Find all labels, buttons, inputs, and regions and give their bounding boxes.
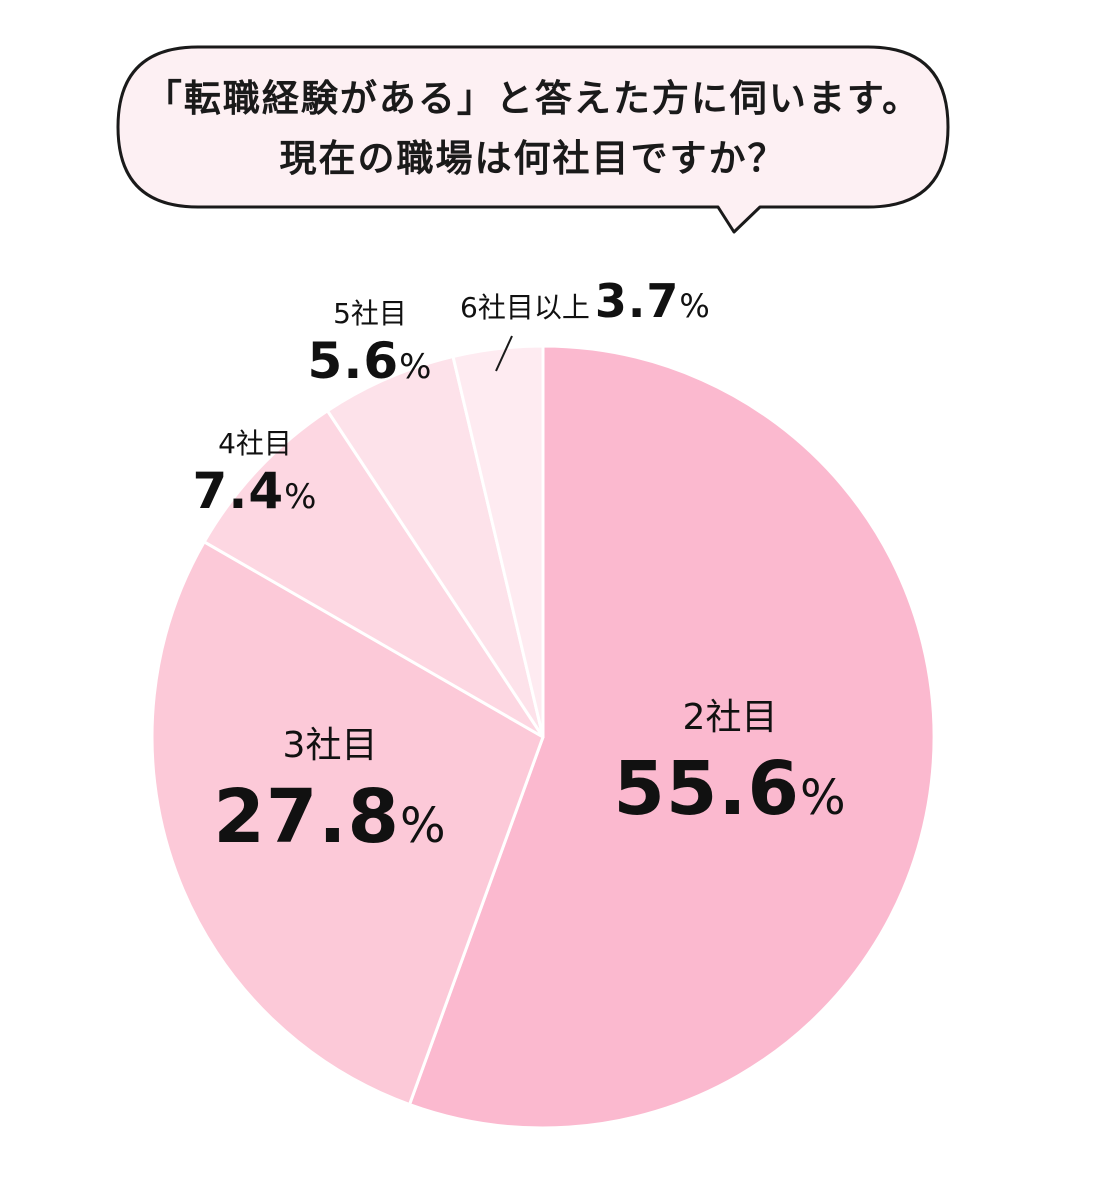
slice-number-6: 3.7: [594, 274, 680, 328]
slice-category-4: 4社目: [218, 427, 292, 460]
pie-slices: [150, 344, 936, 1130]
slice-label-4: 4社目 7.4%: [180, 427, 330, 517]
slice-category-6: 6社目以上: [460, 291, 590, 324]
slice-label-2: 2社目 55.6%: [610, 697, 850, 827]
slice-value-5: 5.6%: [290, 336, 450, 386]
slice-number-2: 55.6: [613, 746, 800, 832]
slice-number-4: 7.4: [192, 462, 285, 520]
slice-percent-3: %: [399, 798, 447, 854]
pie-slice-5: [326, 355, 545, 739]
slice-label-5: 5社目 5.6%: [290, 297, 450, 387]
question-bubble: [116, 45, 950, 234]
leader-line-6: [495, 335, 513, 372]
question-line-1: 「転職経験がある」と答えた方に伺います。: [144, 77, 922, 120]
slice-number-5: 5.6: [307, 332, 400, 390]
slice-label-6: 6社目以上 3.7%: [460, 278, 760, 324]
slice-percent-6: %: [679, 287, 711, 325]
slice-value-2: 55.6%: [610, 752, 850, 826]
pie-slice-3: [150, 540, 545, 1107]
slice-category-5: 5社目: [333, 297, 407, 330]
slice-category-2: 2社目: [682, 697, 778, 738]
question-bubble-shape: [116, 45, 950, 234]
slice-label-3: 3社目 27.8%: [210, 725, 450, 855]
slice-percent-4: %: [284, 477, 318, 517]
question-line-2: 現在の職場は何社目ですか？: [279, 137, 787, 180]
slice-value-6: 3.7%: [595, 278, 711, 324]
slice-percent-2: %: [799, 770, 847, 826]
pie-slice-6: [451, 344, 545, 739]
pie-slice-2: [408, 344, 936, 1130]
slice-number-3: 27.8: [213, 774, 400, 860]
slice-percent-5: %: [399, 347, 433, 387]
slice-value-3: 27.8%: [210, 780, 450, 854]
slice-value-4: 7.4%: [180, 466, 330, 516]
pie-slice-4: [202, 409, 545, 739]
slice-category-3: 3社目: [282, 725, 378, 766]
